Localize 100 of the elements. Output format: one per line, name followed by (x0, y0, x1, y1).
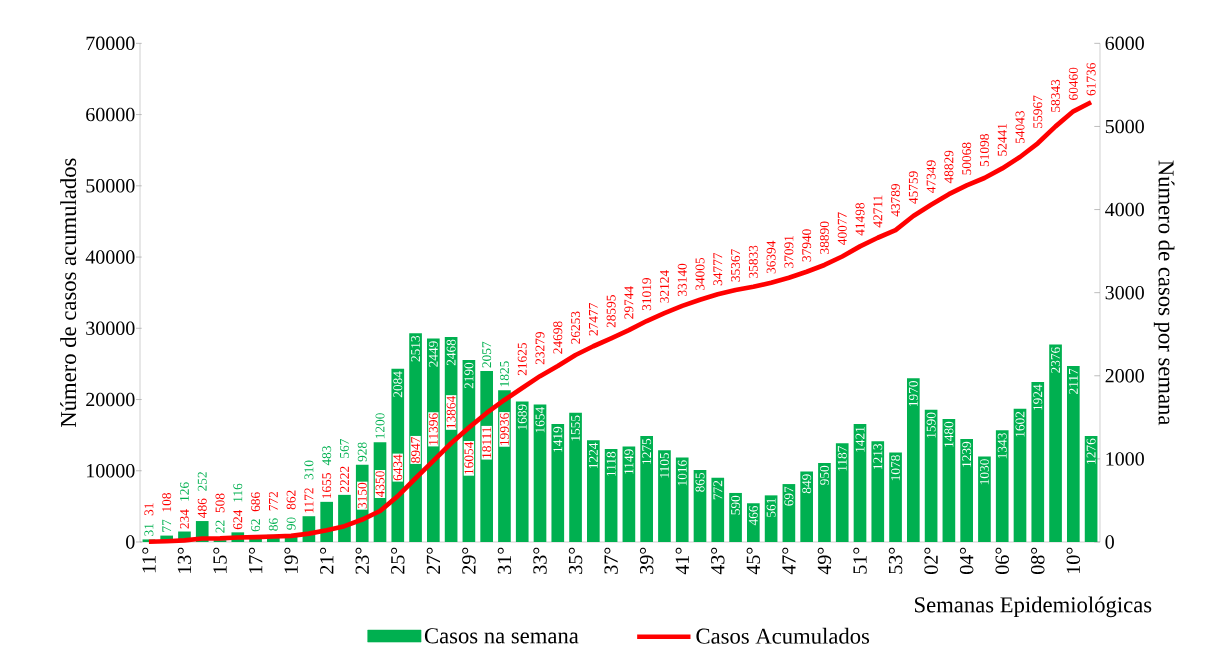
y-tick-label: 0 (126, 535, 135, 549)
y2-tick-label: 2000 (1105, 369, 1144, 383)
data-label: 35833 (748, 245, 758, 278)
y-tick-label: 10000 (87, 464, 135, 478)
data-label: 1655 (322, 473, 332, 499)
y-axis-title: Número de casos acumulados (60, 158, 77, 428)
data-label: 508 (215, 493, 225, 513)
bar (587, 440, 600, 542)
data-label: 1016 (677, 460, 687, 486)
data-label: 23279 (535, 332, 545, 365)
x-tick-label: 37° (604, 547, 618, 574)
data-label: 28595 (606, 295, 616, 328)
data-label: 1275 (642, 438, 652, 464)
data-label: 61736 (1086, 63, 1096, 96)
bar (871, 441, 885, 542)
y-tick-label: 60000 (86, 107, 135, 122)
bar (924, 409, 938, 542)
x-tick-label: 29° (462, 547, 476, 574)
data-label: 1105 (659, 452, 669, 478)
data-label: 36394 (766, 240, 776, 274)
data-label: 2190 (464, 362, 474, 389)
x-tick-label: 02° (924, 547, 938, 574)
bar (1049, 344, 1062, 542)
data-label: 58343 (1051, 79, 1061, 112)
x-tick-label: 45° (746, 547, 761, 575)
data-label: 11396 (428, 413, 438, 445)
bar (853, 423, 867, 542)
data-label: 1419 (553, 426, 563, 452)
data-label: 950 (819, 465, 829, 485)
x-tick-label: 33° (533, 547, 547, 574)
data-label: 686 (251, 492, 261, 512)
data-label: 51098 (979, 134, 989, 167)
data-label: 33140 (677, 263, 687, 296)
data-label: 35367 (731, 249, 741, 282)
data-label: 21625 (517, 342, 527, 376)
data-label: 2084 (393, 371, 403, 398)
data-label: 31 (144, 503, 154, 516)
bar (729, 492, 742, 542)
data-label: 772 (713, 480, 723, 500)
data-label: 1689 (517, 404, 527, 430)
x-tick-label: 27° (426, 547, 440, 574)
data-label: 862 (286, 490, 296, 510)
data-label: 52441 (997, 123, 1007, 156)
data-label: 1825 (499, 361, 509, 387)
data-label: 1480 (944, 421, 954, 447)
bar (818, 463, 831, 542)
data-label: 43789 (891, 183, 901, 217)
x-tick-label: 08° (1031, 547, 1045, 574)
y-tick-label: 30000 (86, 321, 135, 336)
data-label: 1187 (837, 445, 847, 471)
data-label: 466 (748, 505, 758, 526)
y2-tick-label: 4000 (1105, 202, 1144, 217)
data-label: 2376 (1051, 347, 1061, 373)
y-tick-label: 70000 (86, 36, 135, 51)
data-label: 1118 (606, 451, 616, 476)
data-label: 2057 (482, 341, 492, 368)
x-tick-label: 51° (853, 547, 867, 574)
data-label: 31 (144, 523, 154, 536)
bar (747, 503, 760, 542)
bar (1084, 435, 1098, 542)
data-label: 590 (731, 495, 741, 515)
x-tick-label: 06° (995, 547, 1009, 574)
data-label: 42711 (873, 195, 883, 228)
data-label: 108 (162, 493, 172, 512)
data-label: 8947 (411, 436, 421, 463)
bar (515, 401, 529, 542)
x-tick-label: 25° (391, 547, 405, 574)
data-label: 1078 (891, 455, 901, 481)
data-label: 234 (179, 509, 189, 529)
data-label: 45759 (908, 171, 918, 204)
data-label: 2449 (428, 341, 438, 367)
data-label: 4350 (375, 471, 385, 498)
bar (889, 452, 902, 542)
bar (978, 456, 991, 542)
data-label: 34005 (695, 257, 705, 291)
data-label: 2513 (411, 335, 421, 362)
data-label: 849 (802, 474, 812, 494)
bar (569, 412, 582, 542)
bar (907, 378, 920, 542)
bar (658, 450, 671, 542)
data-label: 483 (322, 446, 332, 466)
y-tick-label: 50000 (86, 179, 135, 193)
x-tick-label: 47° (782, 547, 796, 575)
data-label: 26253 (571, 311, 581, 344)
data-label: 41498 (855, 202, 865, 236)
data-label: 1970 (908, 381, 918, 407)
data-label: 624 (233, 509, 243, 530)
bar (800, 471, 813, 542)
x-tick-label: 15° (213, 547, 227, 573)
legend-label: Casos Acumulados (696, 627, 870, 644)
data-label: 928 (357, 442, 367, 462)
data-label: 865 (695, 472, 705, 492)
data-label: 48829 (944, 150, 954, 184)
data-label: 40077 (837, 212, 847, 245)
data-label: 47349 (926, 160, 936, 193)
bar (1031, 382, 1045, 542)
x-tick-label: 39° (639, 547, 654, 574)
data-label: 77 (162, 519, 172, 532)
y2-tick-label: 0 (1105, 535, 1114, 549)
y2-tick-label: 1000 (1106, 452, 1144, 466)
